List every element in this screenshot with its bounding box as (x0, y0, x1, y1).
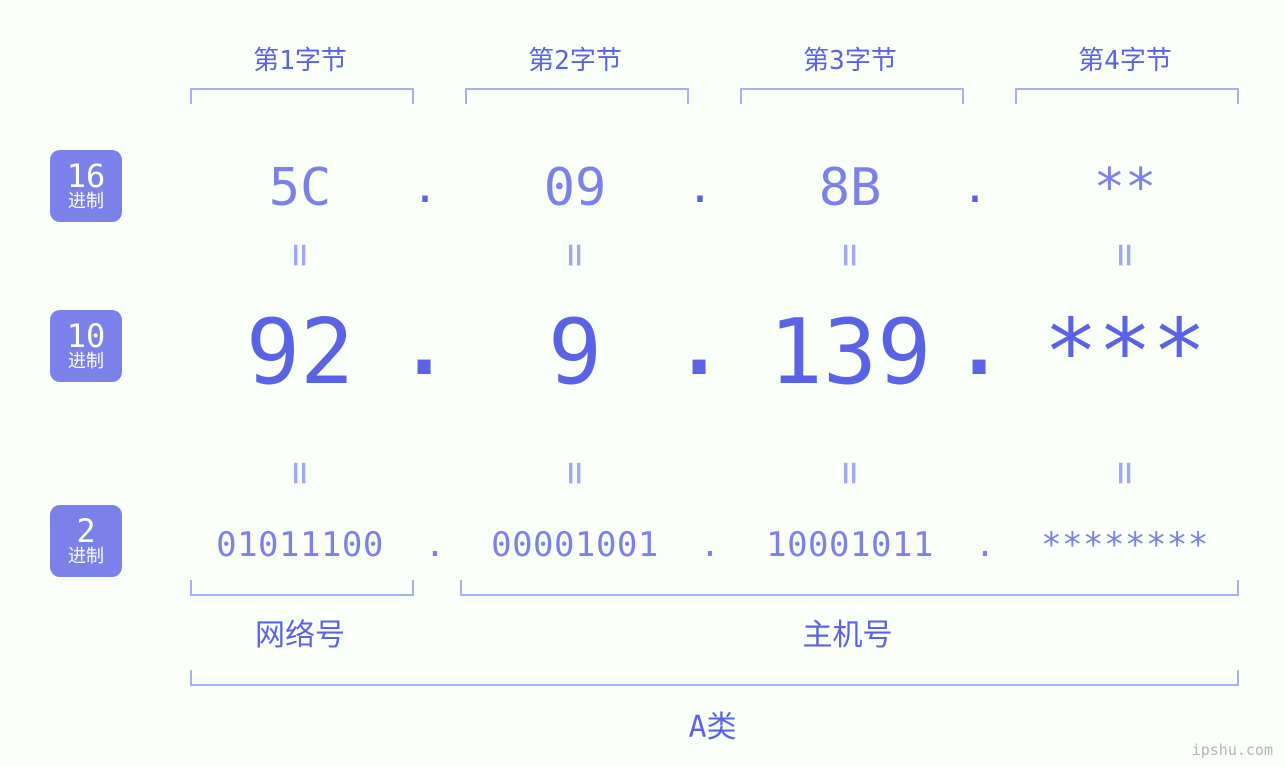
bottom-label-class: A类 (190, 702, 1235, 746)
hex-byte-3: 8B (725, 158, 975, 218)
equals-hex-dec-1: = (277, 235, 323, 275)
bottom-label-network: 网络号 (190, 610, 410, 654)
radix-badge-hex-sub: 进制 (68, 193, 104, 212)
hex-byte-4: ** (1000, 158, 1250, 218)
radix-badge-hex-num: 16 (67, 160, 106, 194)
dec-byte-3: 139 (725, 300, 975, 405)
dec-byte-4: *** (1000, 300, 1250, 405)
bin-byte-2: 00001001 (445, 525, 705, 565)
dec-dot-3: . (955, 300, 995, 393)
radix-badge-bin-num: 2 (76, 515, 95, 549)
top-bracket-3 (740, 88, 964, 104)
equals-dec-bin-2: = (552, 453, 598, 493)
hex-dot-2: . (680, 162, 720, 213)
dec-byte-2: 9 (450, 300, 700, 405)
radix-badge-dec-num: 10 (67, 320, 106, 354)
top-bracket-2 (465, 88, 689, 104)
equals-hex-dec-2: = (552, 235, 598, 275)
radix-badge-hex: 16 进制 (50, 150, 122, 222)
hex-byte-1: 5C (175, 158, 425, 218)
bin-byte-1: 01011100 (170, 525, 430, 565)
equals-hex-dec-4: = (1102, 235, 1148, 275)
bin-byte-3: 10001011 (720, 525, 980, 565)
bottom-bracket-host (460, 580, 1239, 596)
equals-dec-bin-1: = (277, 453, 323, 493)
hex-dot-3: . (955, 162, 995, 213)
radix-badge-dec-sub: 进制 (68, 353, 104, 372)
radix-badge-bin: 2 进制 (50, 505, 122, 577)
byte-header-1: 第1字节 (200, 40, 400, 77)
top-bracket-4 (1015, 88, 1239, 104)
watermark: ipshu.com (1192, 741, 1273, 759)
bottom-label-host: 主机号 (460, 610, 1235, 654)
bin-byte-4: ******** (995, 525, 1255, 565)
dec-dot-2: . (675, 300, 715, 393)
bottom-bracket-class (190, 670, 1239, 686)
byte-header-2: 第2字节 (475, 40, 675, 77)
radix-badge-dec: 10 进制 (50, 310, 122, 382)
byte-header-3: 第3字节 (750, 40, 950, 77)
equals-hex-dec-3: = (827, 235, 873, 275)
byte-header-4: 第4字节 (1025, 40, 1225, 77)
equals-dec-bin-3: = (827, 453, 873, 493)
hex-dot-1: . (405, 162, 445, 213)
hex-byte-2: 09 (450, 158, 700, 218)
bottom-bracket-network (190, 580, 414, 596)
dec-dot-1: . (400, 300, 440, 393)
ip-bytes-diagram: 第1字节 第2字节 第3字节 第4字节 16 进制 10 进制 2 进制 5C … (0, 0, 1285, 767)
radix-badge-bin-sub: 进制 (68, 548, 104, 567)
equals-dec-bin-4: = (1102, 453, 1148, 493)
top-bracket-1 (190, 88, 414, 104)
dec-byte-1: 92 (175, 300, 425, 405)
